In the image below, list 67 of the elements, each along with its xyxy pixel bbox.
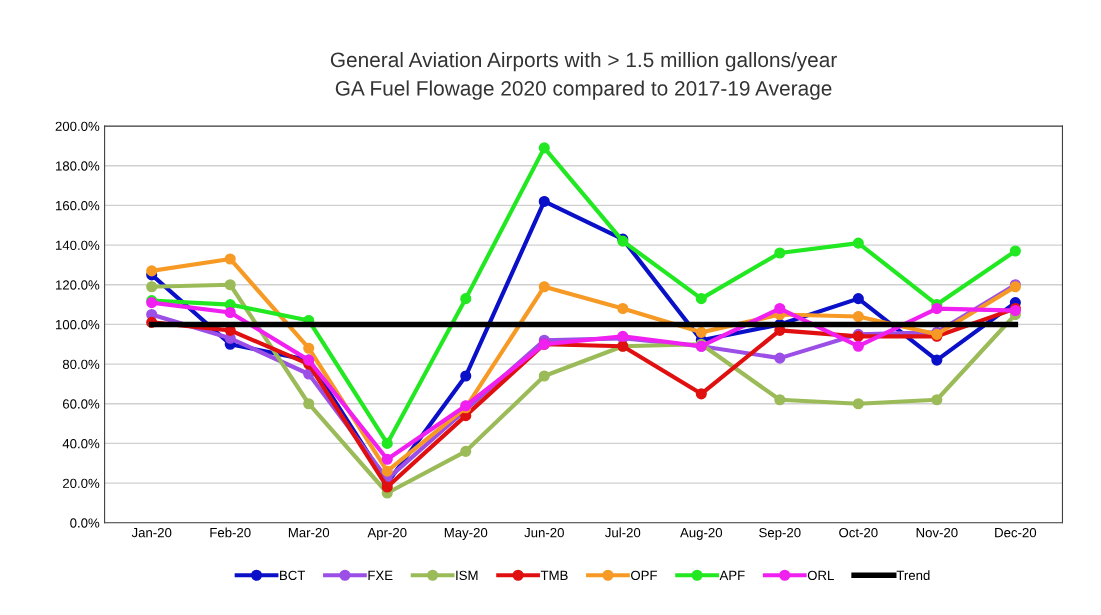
y-tick-label: 0.0%: [70, 518, 100, 528]
x-tick-label: Dec-20: [995, 527, 1037, 538]
point: [852, 340, 864, 352]
legend-label: BCT: [280, 570, 306, 581]
point: [538, 195, 550, 207]
point: [774, 247, 786, 259]
point: [852, 310, 864, 323]
point: [381, 453, 393, 465]
y-tick-label: 180.0%: [55, 161, 100, 171]
x-tick-label: May-20: [444, 527, 488, 540]
point: [852, 293, 864, 305]
x-tick-label: Mar-20: [288, 527, 330, 538]
y-tick-label: 160.0%: [55, 200, 100, 211]
point: [460, 370, 472, 382]
legend-label: FXE: [368, 570, 393, 580]
point: [695, 388, 707, 400]
point: [774, 394, 786, 406]
y-tick-label: 60.0%: [62, 399, 100, 409]
x-tick-label: Sep-20: [759, 527, 801, 540]
x-tick-label: Aug-20: [680, 527, 723, 540]
point: [931, 302, 943, 315]
point: [774, 352, 786, 364]
legend-label: APF: [719, 570, 745, 580]
point: [381, 437, 393, 449]
legend-label: OPF: [631, 570, 657, 581]
y-tick-label: 120.0%: [55, 280, 100, 290]
point: [852, 237, 864, 249]
point: [460, 293, 472, 305]
point: [224, 253, 236, 265]
legend-label: ISM: [456, 570, 478, 581]
y-tick-label: 40.0%: [62, 438, 100, 449]
legend-label: TMB: [540, 570, 568, 580]
point: [931, 354, 943, 366]
x-tick-label: Oct-20: [839, 527, 878, 538]
legend-label: ORL: [807, 570, 834, 581]
y-tick-label: 80.0%: [62, 359, 100, 369]
point: [224, 306, 236, 319]
point: [617, 302, 629, 315]
x-tick-label: Jul-20: [605, 527, 641, 538]
x-tick-label: Jun-20: [524, 527, 564, 538]
point: [931, 394, 943, 406]
point: [460, 445, 472, 457]
chart-title: General Aviation Airports with > 1.5 million gallons/year GA Fuel Flowage 2020 compared to 2017-19 Average: [330, 51, 837, 100]
point: [146, 265, 158, 277]
y-tick-label: 140.0%: [55, 240, 100, 250]
point: [695, 326, 707, 338]
point: [303, 342, 315, 354]
point: [146, 281, 158, 293]
y-tick-label: 100.0%: [55, 319, 100, 330]
point: [538, 281, 550, 293]
x-tick-label: Jan-20: [131, 527, 172, 538]
x-tick-label: Nov-20: [916, 527, 958, 538]
point: [381, 481, 393, 493]
point: [852, 398, 864, 410]
legend-label: Trend: [896, 570, 930, 581]
x-tick-label: Apr-20: [367, 527, 407, 540]
point: [1009, 245, 1021, 257]
y-tick-label: 20.0%: [62, 478, 100, 488]
point: [381, 465, 393, 477]
x-tick-label: Feb-20: [210, 527, 251, 538]
point: [224, 279, 236, 291]
point: [538, 142, 550, 154]
point: [538, 370, 550, 382]
point: [774, 302, 786, 315]
y-tick-label: 200.0%: [55, 121, 100, 131]
point: [695, 293, 707, 305]
point: [303, 398, 315, 410]
